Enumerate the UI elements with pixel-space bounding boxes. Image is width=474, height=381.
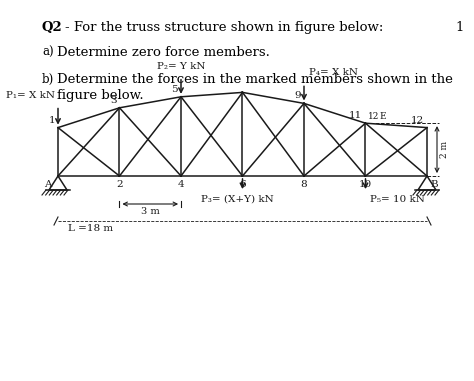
- Text: 1: 1: [48, 115, 55, 125]
- Text: P₃= (X+Y) kN: P₃= (X+Y) kN: [201, 195, 274, 204]
- Text: 12: 12: [411, 115, 424, 125]
- Text: E: E: [380, 112, 386, 121]
- Text: 3 m: 3 m: [141, 207, 160, 216]
- Text: figure below.: figure below.: [57, 89, 144, 102]
- Text: 1: 1: [455, 21, 464, 34]
- Text: 2 m: 2 m: [440, 141, 449, 158]
- Text: P₂= Y kN: P₂= Y kN: [157, 62, 205, 71]
- Text: 4: 4: [178, 180, 184, 189]
- Text: 3: 3: [110, 96, 117, 105]
- Text: 6: 6: [239, 180, 246, 189]
- Text: L =18 m: L =18 m: [68, 224, 113, 233]
- Text: B: B: [430, 180, 438, 189]
- Text: P₄= X kN: P₄= X kN: [309, 69, 358, 77]
- Text: 11: 11: [349, 111, 363, 120]
- Text: 5: 5: [172, 85, 178, 94]
- Text: Determine the forces in the marked members shown in the: Determine the forces in the marked membe…: [57, 73, 453, 86]
- Text: 2: 2: [116, 180, 123, 189]
- Text: A: A: [45, 180, 52, 189]
- Text: 12: 12: [367, 112, 379, 121]
- Text: - For the truss structure shown in figure below:: - For the truss structure shown in figur…: [65, 21, 383, 34]
- Text: a): a): [42, 46, 54, 59]
- Text: 8: 8: [301, 180, 307, 189]
- Text: Determine zero force members.: Determine zero force members.: [57, 46, 270, 59]
- Text: b): b): [42, 73, 54, 86]
- Text: Q2: Q2: [42, 21, 63, 34]
- Text: P₁= X kN: P₁= X kN: [6, 91, 55, 99]
- Text: P₅= 10 kN: P₅= 10 kN: [371, 195, 425, 204]
- Text: 10: 10: [359, 180, 372, 189]
- Text: 9: 9: [294, 91, 301, 101]
